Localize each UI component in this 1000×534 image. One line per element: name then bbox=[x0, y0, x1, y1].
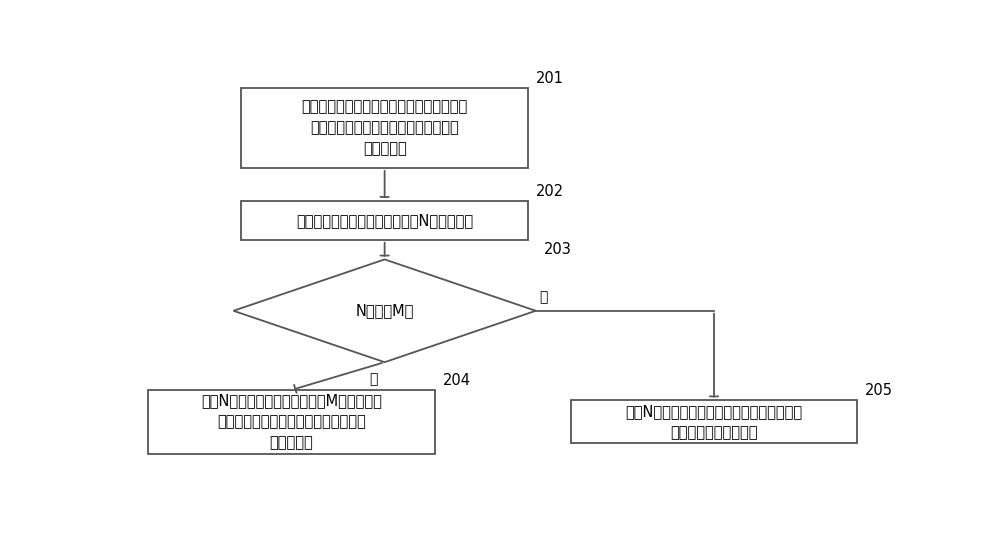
Bar bbox=[241, 88, 528, 168]
Text: 是: 是 bbox=[369, 373, 377, 387]
Text: 确定N个检测时长内的排放浓度对目标检测时
长内贡献的污染物浓度: 确定N个检测时长内的排放浓度对目标检测时 长内贡献的污染物浓度 bbox=[625, 404, 803, 440]
Text: 按照预设步长将计时时长划分为N个检测时长: 按照预设步长将计时时长划分为N个检测时长 bbox=[296, 213, 473, 228]
Bar bbox=[571, 400, 857, 443]
Bar bbox=[148, 390, 435, 454]
Text: 否: 否 bbox=[540, 290, 548, 304]
Text: 确定N个检测时长内的连续的后M个检测时长
内的排放浓度对目标检测时长内贡献的
污染物浓度: 确定N个检测时长内的连续的后M个检测时长 内的排放浓度对目标检测时长内贡献的 污… bbox=[201, 394, 382, 450]
Text: 205: 205 bbox=[865, 383, 893, 398]
Text: 201: 201 bbox=[536, 70, 564, 85]
Polygon shape bbox=[234, 260, 536, 362]
Text: 204: 204 bbox=[443, 373, 471, 388]
Text: 202: 202 bbox=[536, 184, 564, 199]
Text: 获取污染物在计时时长内的不同时间的排放
浓度，计时时长为计时起始时刻至目标
时刻的时间: 获取污染物在计时时长内的不同时间的排放 浓度，计时时长为计时起始时刻至目标 时刻… bbox=[302, 99, 468, 156]
Text: 203: 203 bbox=[544, 242, 571, 257]
Bar bbox=[241, 201, 528, 240]
Text: N是否比M大: N是否比M大 bbox=[355, 303, 414, 318]
